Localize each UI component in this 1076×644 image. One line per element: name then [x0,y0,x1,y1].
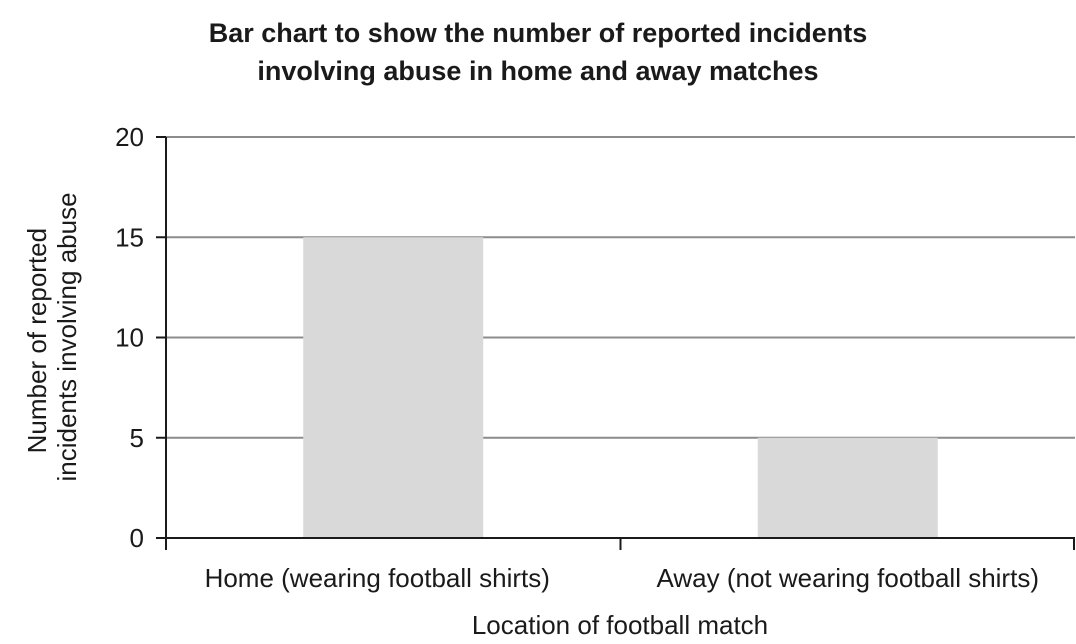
bar-away [757,437,938,538]
y-axis-title-line-1: Number of reported [22,228,52,453]
y-axis-title: Number of reported incidents involving a… [22,192,82,481]
x-tick-label: Away (not wearing football shirts) [657,563,1039,593]
x-axis-title: Location of football match [472,610,768,640]
y-tick-label: 0 [130,523,144,553]
chart-title: Bar chart to show the number of reported… [208,18,868,86]
y-tick-label: 15 [115,222,144,252]
x-tick-label: Home (wearing football shirts) [205,563,550,593]
y-tick-label: 20 [115,122,144,152]
y-tick-label: 10 [115,323,144,353]
x-tick-labels: Home (wearing football shirts) Away (not … [205,563,1039,593]
y-tick-label: 5 [130,423,144,453]
bars [303,237,938,538]
y-axis-title-line-2: incidents involving abuse [52,192,82,481]
bar-home [303,237,484,538]
y-tick-labels: 0 5 10 15 20 [115,122,144,553]
axes [165,137,1075,550]
